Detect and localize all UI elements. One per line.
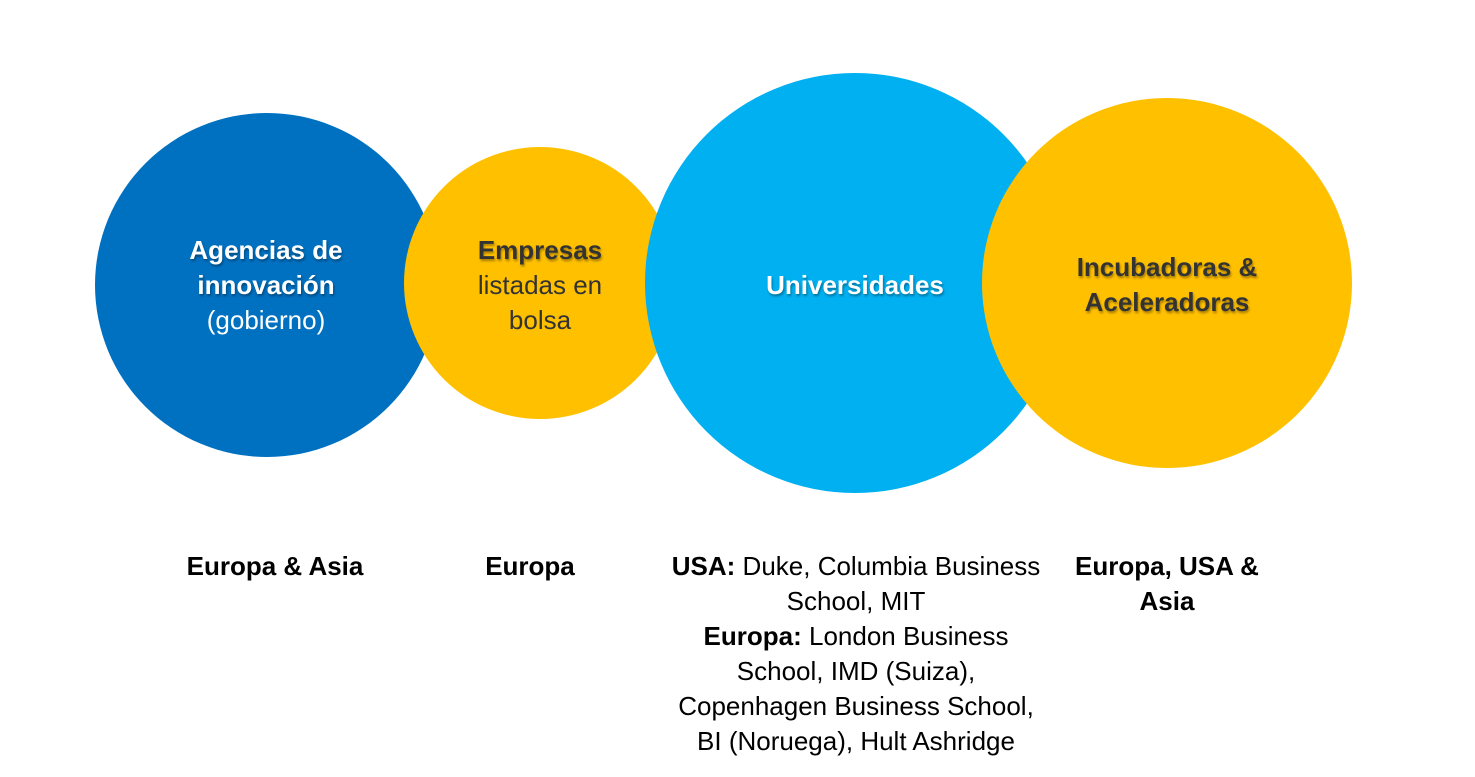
region-text: Europa, USA & Asia bbox=[1075, 551, 1259, 616]
node-subtitle: (gobierno) bbox=[206, 304, 326, 335]
node-subtitle: listadas en bolsa bbox=[477, 269, 603, 335]
node-label: Agencias de innovación (gobierno) bbox=[166, 200, 366, 370]
node-label: Universidades bbox=[705, 200, 1005, 370]
node-title: Universidades bbox=[766, 269, 944, 300]
circle-empresas bbox=[404, 147, 676, 419]
region-bold: Europa: bbox=[703, 621, 802, 651]
region: USA: Duke, Columbia Business School, MIT… bbox=[670, 549, 1042, 759]
node-title: Agencias de innovación bbox=[189, 234, 343, 300]
region-text: Duke, Columbia Business School, MIT bbox=[742, 551, 1041, 616]
region-line: Europa: London Business School, IMD (Sui… bbox=[670, 619, 1042, 759]
region-text: London Business School, IMD (Suiza), Cop… bbox=[678, 621, 1034, 756]
region-bold: USA: bbox=[671, 551, 736, 581]
region-text: Europa bbox=[485, 551, 575, 581]
region-line: USA: Duke, Columbia Business School, MIT bbox=[670, 549, 1042, 619]
node-title: Empresas bbox=[477, 234, 603, 265]
node-label: Incubadoras & Aceleradoras bbox=[1047, 200, 1287, 370]
node-title: Incubadoras & Aceleradoras bbox=[1076, 252, 1258, 317]
node-label: Empresas listadas en bolsa bbox=[460, 200, 620, 370]
circle-agencias bbox=[95, 113, 439, 457]
region-text: Europa & Asia bbox=[186, 551, 364, 581]
region: Europa & Asia bbox=[150, 549, 400, 584]
region: Europa bbox=[440, 549, 620, 584]
region: Europa, USA & Asia bbox=[1057, 549, 1277, 619]
circle-incubadoras bbox=[982, 98, 1352, 468]
